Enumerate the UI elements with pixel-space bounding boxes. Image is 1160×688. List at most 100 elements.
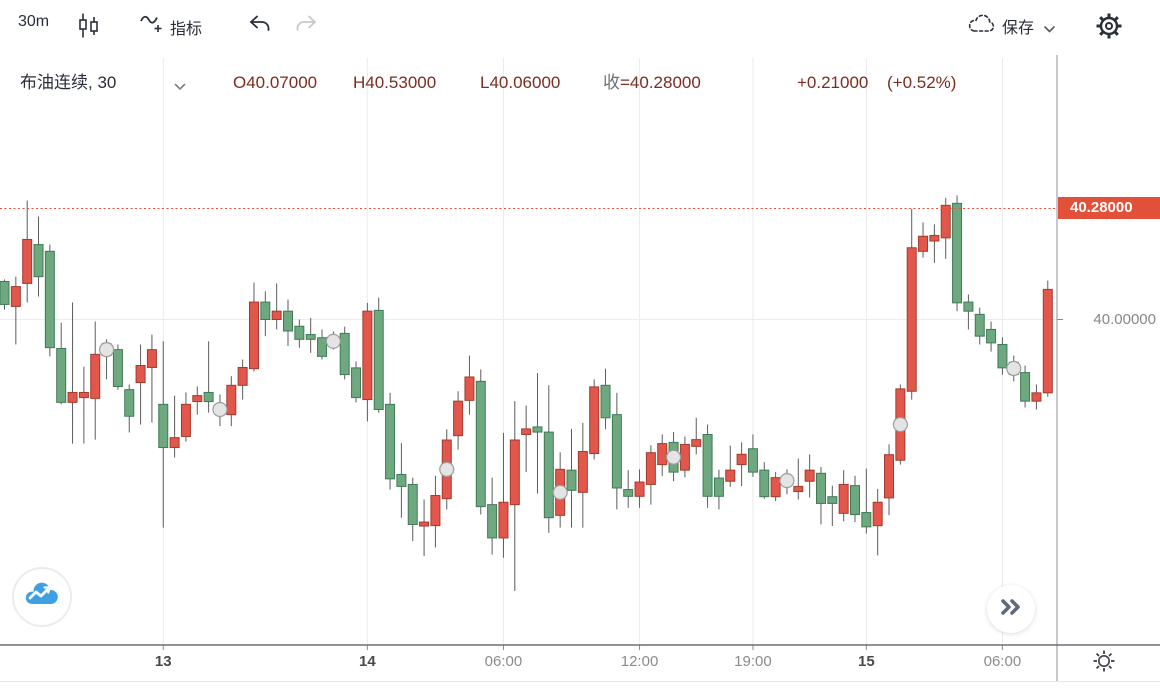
redo-button[interactable]: [294, 15, 318, 40]
candle[interactable]: [589, 379, 600, 460]
candle[interactable]: [634, 469, 645, 508]
candle[interactable]: [577, 422, 588, 528]
candle[interactable]: [487, 477, 498, 555]
candle[interactable]: [351, 361, 362, 403]
candle[interactable]: [532, 373, 543, 494]
settings-button[interactable]: [1093, 10, 1125, 47]
candle[interactable]: [362, 302, 373, 422]
candle[interactable]: [248, 282, 259, 372]
candle[interactable]: [770, 472, 781, 502]
candle[interactable]: [521, 405, 532, 473]
candle[interactable]: [305, 317, 316, 353]
candle[interactable]: [158, 341, 169, 528]
candle[interactable]: [997, 337, 1008, 375]
candle[interactable]: [396, 443, 407, 518]
save-button[interactable]: 保存: [966, 12, 1034, 40]
candle[interactable]: [283, 299, 293, 347]
candle[interactable]: [679, 436, 690, 478]
candle[interactable]: [146, 334, 157, 423]
chart-style-button[interactable]: [78, 12, 100, 44]
symbol-name[interactable]: 布油连续, 30: [20, 73, 117, 92]
candle[interactable]: [317, 329, 328, 360]
candle[interactable]: [271, 283, 282, 330]
candle[interactable]: [180, 392, 191, 442]
candle[interactable]: [78, 366, 89, 444]
candle[interactable]: [407, 477, 418, 542]
candle[interactable]: [884, 444, 895, 516]
candle[interactable]: [963, 294, 974, 330]
candle[interactable]: [986, 321, 997, 352]
candle[interactable]: [861, 468, 872, 534]
candle[interactable]: [475, 369, 486, 515]
candle[interactable]: [850, 475, 860, 523]
candle[interactable]: [702, 424, 713, 508]
candle[interactable]: [124, 384, 135, 433]
candle[interactable]: [419, 499, 430, 557]
candle[interactable]: [725, 445, 736, 487]
candle[interactable]: [747, 434, 758, 477]
candle[interactable]: [906, 208, 917, 400]
candle[interactable]: [793, 458, 804, 500]
undo-button[interactable]: [248, 15, 272, 40]
indicator-button[interactable]: 指标: [140, 12, 202, 41]
candle[interactable]: [112, 344, 123, 390]
candle[interactable]: [385, 392, 396, 490]
symbol-chevron-down-icon[interactable]: [174, 76, 186, 96]
candle[interactable]: [44, 244, 55, 357]
candle[interactable]: [918, 222, 929, 258]
candle[interactable]: [566, 428, 577, 528]
candle[interactable]: [192, 386, 203, 415]
time-axis[interactable]: 13 14 06:00 12:00 19:00 15 06:00: [0, 645, 1160, 682]
candle[interactable]: [872, 488, 883, 556]
candle[interactable]: [815, 466, 826, 525]
candle[interactable]: [373, 297, 384, 413]
candle[interactable]: [759, 462, 770, 499]
candle[interactable]: [464, 355, 475, 415]
candle[interactable]: [623, 470, 634, 508]
candle[interactable]: [952, 195, 963, 312]
candle[interactable]: [1031, 384, 1042, 410]
candle[interactable]: [691, 417, 702, 455]
candle[interactable]: [10, 276, 21, 345]
candle[interactable]: [1020, 365, 1031, 408]
candle[interactable]: [509, 401, 520, 592]
candle[interactable]: [226, 376, 237, 427]
candle[interactable]: [339, 326, 350, 380]
candle[interactable]: [974, 307, 985, 345]
candle[interactable]: [713, 469, 724, 510]
candle[interactable]: [90, 321, 101, 440]
candle[interactable]: [237, 359, 248, 400]
candle[interactable]: [929, 224, 940, 263]
save-menu-chevron[interactable]: [1044, 20, 1055, 38]
candle[interactable]: [294, 319, 305, 348]
candle[interactable]: [736, 442, 747, 487]
candle[interactable]: [260, 291, 271, 337]
candle[interactable]: [33, 216, 44, 297]
candle[interactable]: [827, 485, 838, 527]
candle[interactable]: [430, 475, 441, 548]
session-toggle-button[interactable]: [1090, 649, 1118, 677]
candle[interactable]: [611, 392, 622, 510]
candle[interactable]: [543, 385, 554, 533]
candle[interactable]: [657, 434, 668, 477]
candle[interactable]: [645, 445, 656, 505]
candle[interactable]: [804, 454, 815, 498]
candle[interactable]: [56, 322, 67, 405]
provider-logo-button[interactable]: [12, 567, 72, 627]
candle[interactable]: [169, 395, 180, 458]
candle[interactable]: [135, 344, 146, 425]
candle[interactable]: [0, 279, 10, 310]
candle[interactable]: [498, 432, 509, 558]
scroll-to-recent-button[interactable]: [987, 585, 1035, 633]
candle[interactable]: [940, 197, 951, 259]
candle[interactable]: [22, 200, 33, 303]
candle[interactable]: [67, 302, 78, 444]
candle[interactable]: [600, 368, 611, 430]
interval-button[interactable]: 30m: [18, 13, 50, 30]
candle[interactable]: [1042, 280, 1053, 397]
price-axis-label[interactable]: 40.00000: [1093, 311, 1156, 328]
candle[interactable]: [203, 341, 214, 413]
candle[interactable]: [838, 470, 849, 522]
candle[interactable]: [453, 391, 464, 450]
